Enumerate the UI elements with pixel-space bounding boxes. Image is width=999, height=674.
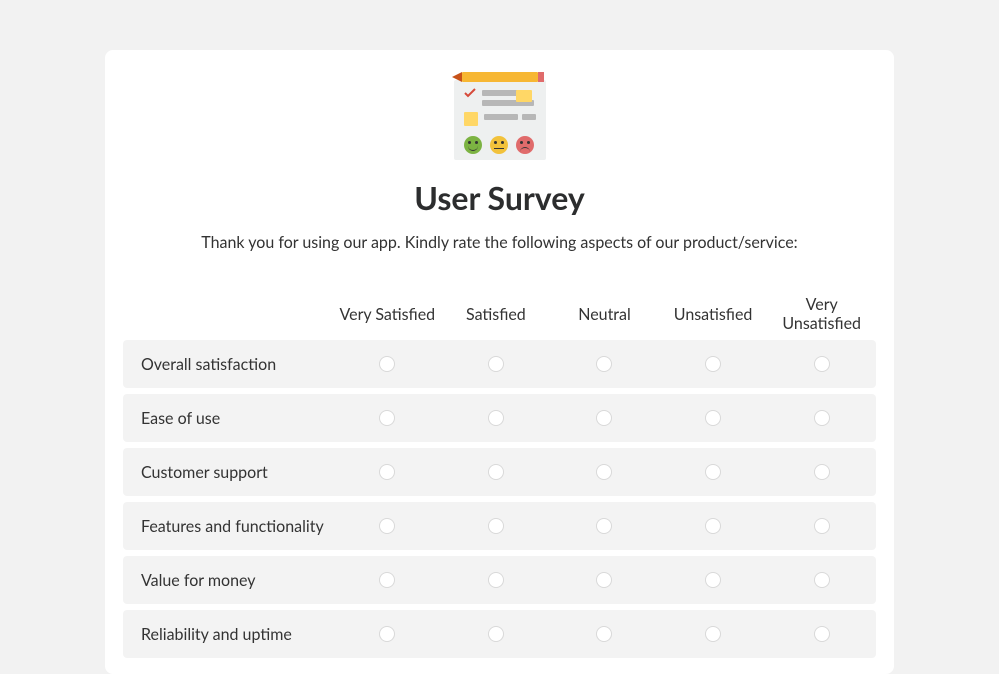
rating-radio[interactable] <box>705 518 721 534</box>
rating-radio[interactable] <box>379 518 395 534</box>
page: User Survey Thank you for using our app.… <box>0 0 999 674</box>
question-label: Customer support <box>123 463 333 482</box>
rating-grid: Very Satisfied Satisfied Neutral Unsatis… <box>105 294 894 658</box>
note-line-icon <box>484 114 518 120</box>
rating-radio[interactable] <box>814 356 830 372</box>
rating-radio[interactable] <box>379 464 395 480</box>
question-label: Features and functionality <box>123 517 333 536</box>
scale-label: Neutral <box>550 305 659 324</box>
survey-subtitle: Thank you for using our app. Kindly rate… <box>125 233 874 252</box>
rating-radio[interactable] <box>705 626 721 642</box>
question-label: Overall satisfaction <box>123 355 333 374</box>
question-row: Ease of use <box>123 394 876 442</box>
happy-face-icon <box>464 136 482 154</box>
rating-radio[interactable] <box>488 356 504 372</box>
rating-radio[interactable] <box>814 626 830 642</box>
rating-radio[interactable] <box>814 518 830 534</box>
rating-radio[interactable] <box>596 626 612 642</box>
rating-radio[interactable] <box>488 626 504 642</box>
rating-radio[interactable] <box>596 518 612 534</box>
rating-radio[interactable] <box>379 356 395 372</box>
scale-label: Very Unsatisfied <box>767 295 876 333</box>
rating-radio[interactable] <box>705 572 721 588</box>
sticky-note-icon <box>516 90 532 102</box>
rating-radio[interactable] <box>596 464 612 480</box>
survey-title: User Survey <box>125 178 874 217</box>
rating-radio[interactable] <box>379 572 395 588</box>
sticky-note-icon <box>464 112 478 126</box>
question-row: Overall satisfaction <box>123 340 876 388</box>
rating-radio[interactable] <box>814 464 830 480</box>
scale-label: Satisfied <box>442 305 551 324</box>
rating-radio[interactable] <box>814 572 830 588</box>
question-row: Customer support <box>123 448 876 496</box>
rating-radio[interactable] <box>488 572 504 588</box>
scale-header-row: Very Satisfied Satisfied Neutral Unsatis… <box>123 294 876 334</box>
question-label: Value for money <box>123 571 333 590</box>
scale-label: Unsatisfied <box>659 305 768 324</box>
question-row: Reliability and uptime <box>123 610 876 658</box>
question-label: Ease of use <box>123 409 333 428</box>
survey-header: User Survey Thank you for using our app.… <box>105 80 894 294</box>
question-label: Reliability and uptime <box>123 625 333 644</box>
checkmark-icon <box>464 88 476 98</box>
question-row: Value for money <box>123 556 876 604</box>
survey-card: User Survey Thank you for using our app.… <box>105 50 894 674</box>
rating-radio[interactable] <box>379 410 395 426</box>
scale-label: Very Satisfied <box>333 305 442 324</box>
rating-radio[interactable] <box>705 464 721 480</box>
rating-radio[interactable] <box>596 356 612 372</box>
rating-radio[interactable] <box>705 356 721 372</box>
rating-radio[interactable] <box>596 410 612 426</box>
rating-radio[interactable] <box>488 518 504 534</box>
survey-clipboard-icon <box>454 80 546 160</box>
question-row: Features and functionality <box>123 502 876 550</box>
pencil-icon <box>462 72 538 82</box>
sad-face-icon <box>516 136 534 154</box>
rating-radio[interactable] <box>596 572 612 588</box>
neutral-face-icon <box>490 136 508 154</box>
rating-radio[interactable] <box>705 410 721 426</box>
note-line-icon <box>522 114 536 120</box>
rating-radio[interactable] <box>488 464 504 480</box>
rating-radio[interactable] <box>488 410 504 426</box>
rating-radio[interactable] <box>814 410 830 426</box>
rating-radio[interactable] <box>379 626 395 642</box>
